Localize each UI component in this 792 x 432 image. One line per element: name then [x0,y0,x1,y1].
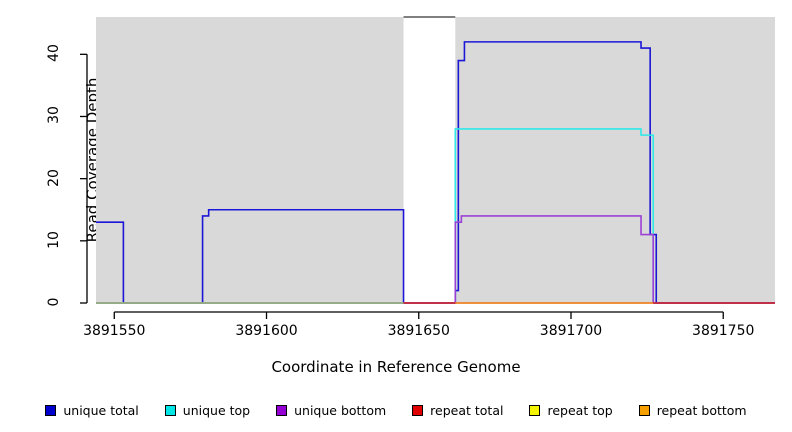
legend-swatch-icon [529,404,541,416]
legend-label: unique total [63,402,139,418]
legend-item[interactable]: unique top [164,402,251,418]
legend-item[interactable]: unique total [45,402,139,418]
x-tick-label: 3891750 [692,323,755,339]
plot-canvas [80,16,775,319]
y-tick-label: 40 [46,44,62,63]
x-tick-label: 3891700 [539,323,603,339]
legend-swatch-icon [45,404,57,416]
legend-swatch-icon [638,404,650,416]
x-axis-label: Coordinate in Reference Genome [271,358,521,376]
legend-swatch-icon [412,404,424,416]
x-tick-label: 3891550 [83,323,146,339]
series-line-unique-total [96,41,775,304]
gap-region [403,17,456,303]
x-tick-label: 3891600 [235,323,298,339]
legend-label: unique bottom [294,402,387,418]
legend-label: repeat total [430,402,504,418]
y-tick-label: 30 [46,106,62,125]
legend-swatch-icon [164,404,176,416]
legend-item[interactable]: repeat bottom [638,402,747,418]
x-tick-label: 3891650 [387,323,450,339]
y-tick-label: 20 [46,168,62,187]
legend-label: unique top [182,402,251,418]
legend-item[interactable]: repeat top [529,402,613,418]
legend-swatch-icon [276,404,288,416]
legend-item[interactable]: repeat total [412,403,503,418]
legend-item[interactable]: unique bottom [276,403,386,418]
legend-label: repeat top [547,402,613,418]
legend-label: repeat bottom [656,402,747,418]
series-line-unique-bottom [96,215,775,304]
chart-legend: unique total unique top unique bottom repea… [0,398,792,422]
y-tick-label: 10 [46,230,62,249]
y-tick-label: 0 [46,297,62,307]
